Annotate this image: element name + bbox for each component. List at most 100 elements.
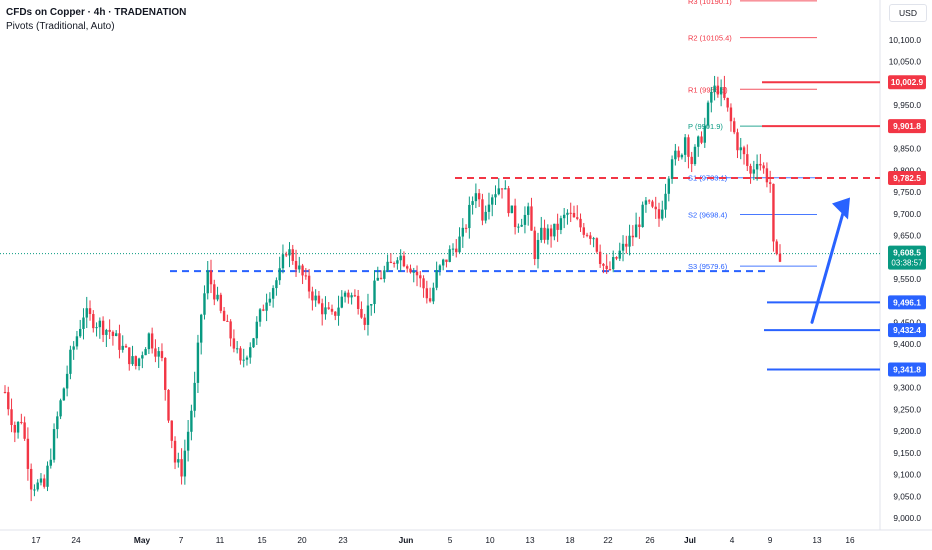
- candle-body: [193, 382, 196, 411]
- candle-body: [520, 224, 523, 227]
- candle-body: [566, 212, 569, 215]
- candle-body: [229, 321, 232, 339]
- candle-body: [343, 292, 347, 297]
- price-axis[interactable]: 10,100.010,050.010,000.09,950.09,900.09,…: [889, 35, 922, 523]
- candle-body: [749, 165, 752, 174]
- candle-body: [435, 270, 438, 288]
- candle-body: [131, 356, 134, 365]
- candle-body: [170, 420, 173, 441]
- time-tick-label: 22: [603, 535, 613, 545]
- candle-body: [232, 338, 236, 349]
- candle-body: [631, 235, 635, 238]
- candle-body: [200, 314, 203, 343]
- pivot-label-s2: S2 (9698.4): [688, 211, 728, 220]
- candle-body: [141, 355, 144, 359]
- time-tick-label: 24: [71, 535, 81, 545]
- candle-body: [455, 248, 458, 253]
- time-tick-label: 4: [730, 535, 735, 545]
- candle-body: [700, 136, 703, 143]
- candle-body: [474, 193, 478, 202]
- candle-body: [281, 254, 285, 269]
- candle-body: [458, 236, 461, 253]
- time-tick-label: 16: [845, 535, 855, 545]
- indicator-label[interactable]: Pivots (Traditional, Auto): [6, 21, 115, 32]
- candle-body: [752, 169, 756, 174]
- candle-body: [471, 201, 474, 205]
- candle-body: [262, 309, 265, 311]
- candle-body: [500, 188, 504, 190]
- level-price-label: 10,002.9: [891, 77, 924, 87]
- candle-body: [674, 150, 677, 160]
- symbol-title[interactable]: CFDs on Copper · 4h · TRADENATION: [6, 7, 187, 18]
- horizontal-levels[interactable]: [0, 81, 880, 371]
- price-tick-label: 9,100.0: [893, 470, 921, 480]
- candle-body: [677, 150, 680, 158]
- price-tick-label: 9,700.0: [893, 209, 921, 219]
- candle-body: [612, 257, 615, 270]
- candle-body: [441, 259, 445, 266]
- current-price-label: 9,608.5: [893, 248, 921, 258]
- time-tick-label: Jun: [399, 535, 414, 545]
- level-price-label: 9,341.8: [893, 364, 921, 374]
- candle-body: [736, 132, 739, 151]
- candle-body: [249, 347, 252, 358]
- candle-body: [683, 137, 687, 155]
- candle-body: [213, 284, 216, 300]
- candle-body: [157, 351, 160, 357]
- candle-body: [517, 226, 520, 228]
- candle-body: [363, 317, 366, 325]
- price-tick-label: 9,400.0: [893, 339, 921, 349]
- candle-body: [118, 333, 121, 350]
- candle-body: [546, 228, 550, 240]
- candle-body: [477, 193, 481, 200]
- level-price-badge: [888, 323, 926, 338]
- candle-body: [406, 266, 409, 269]
- candle-body: [585, 234, 589, 236]
- currency-button[interactable]: USD: [889, 4, 927, 22]
- candle-body: [713, 85, 716, 92]
- candle-body: [729, 107, 733, 122]
- candle-body: [72, 346, 75, 350]
- time-tick-label: 13: [812, 535, 822, 545]
- candle-body: [203, 293, 206, 315]
- candle-body: [209, 270, 213, 285]
- forecast-arrow-head[interactable]: [832, 197, 850, 220]
- candle-body: [412, 271, 415, 273]
- forecast-arrow-shaft[interactable]: [810, 207, 846, 324]
- candle-body: [687, 137, 690, 157]
- time-tick-label: 20: [297, 535, 307, 545]
- candle-body: [222, 310, 226, 321]
- candle-body: [108, 329, 111, 332]
- candle-body: [13, 425, 17, 433]
- candle-body: [572, 212, 576, 218]
- level-price-label: 9,782.5: [893, 173, 921, 183]
- level-price-label: 9,432.4: [893, 325, 921, 335]
- candle-body: [638, 224, 641, 228]
- candle-body: [26, 438, 30, 469]
- candle-body: [105, 329, 108, 335]
- candle-body: [92, 314, 95, 329]
- candle-body: [719, 87, 723, 95]
- candle-body: [543, 227, 546, 240]
- forecast-arrow[interactable]: [810, 197, 850, 324]
- candle-body: [389, 261, 393, 263]
- candle-body: [402, 255, 406, 267]
- candle-body: [451, 248, 455, 250]
- candle-body: [484, 211, 487, 221]
- candle-body: [422, 278, 425, 289]
- time-tick-label: 18: [565, 535, 575, 545]
- candle-body: [615, 257, 618, 259]
- level-price-badge: [888, 119, 926, 134]
- candle-body: [121, 345, 124, 350]
- candle-body: [605, 265, 608, 270]
- candle-body: [95, 327, 98, 329]
- candle-body: [278, 268, 281, 281]
- candle-body: [190, 410, 193, 432]
- candle-body: [628, 235, 631, 247]
- price-tick-label: 9,450.0: [893, 317, 921, 327]
- candle-body: [268, 298, 272, 303]
- time-axis[interactable]: 17 24 May 7 11 15 20 23 Jun 5 10 13 18 22 26 Jul 4 9 13 16: [31, 535, 855, 545]
- time-tick-label: 23: [338, 535, 348, 545]
- level-price-badge: [888, 295, 926, 310]
